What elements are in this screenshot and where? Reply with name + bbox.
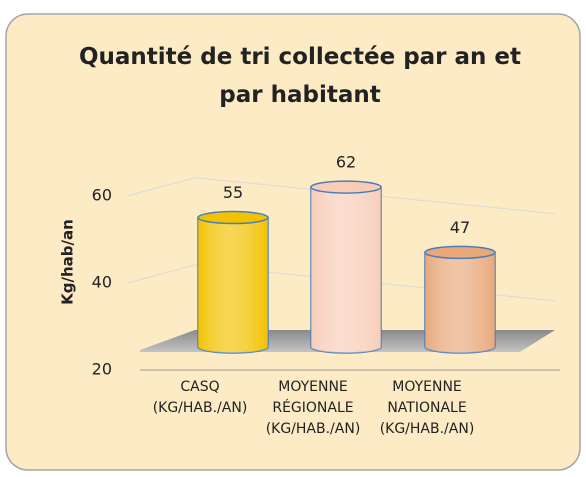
bar-shine [311,187,381,353]
bar-top [424,245,496,260]
value-label: 55 [223,183,243,202]
y-tick-label: 20 [92,360,112,379]
grid-line [127,177,196,197]
bar-shine [425,252,495,353]
x-tick-label: MOYENNE NATIONALE (KG/HAB./AN) [379,379,475,437]
y-tick-label: 60 [92,185,112,204]
y-tick-label: 40 [92,272,112,291]
bar-shine [198,217,268,353]
x-tick-label: MOYENNE RÉGIONALE (KG/HAB./AN) [265,379,361,437]
card-background [5,13,581,471]
value-label: 62 [336,153,356,172]
bar-top [310,180,382,194]
y-axis-label: Kg/hab/an [59,219,77,305]
value-label: 47 [450,218,470,237]
x-tick-label: CASQ (KG/HAB./AN) [152,379,248,416]
bar-top [197,210,269,225]
grid-line [127,264,196,284]
chart-title: Quantité de tri collectée par an et par … [78,44,522,108]
